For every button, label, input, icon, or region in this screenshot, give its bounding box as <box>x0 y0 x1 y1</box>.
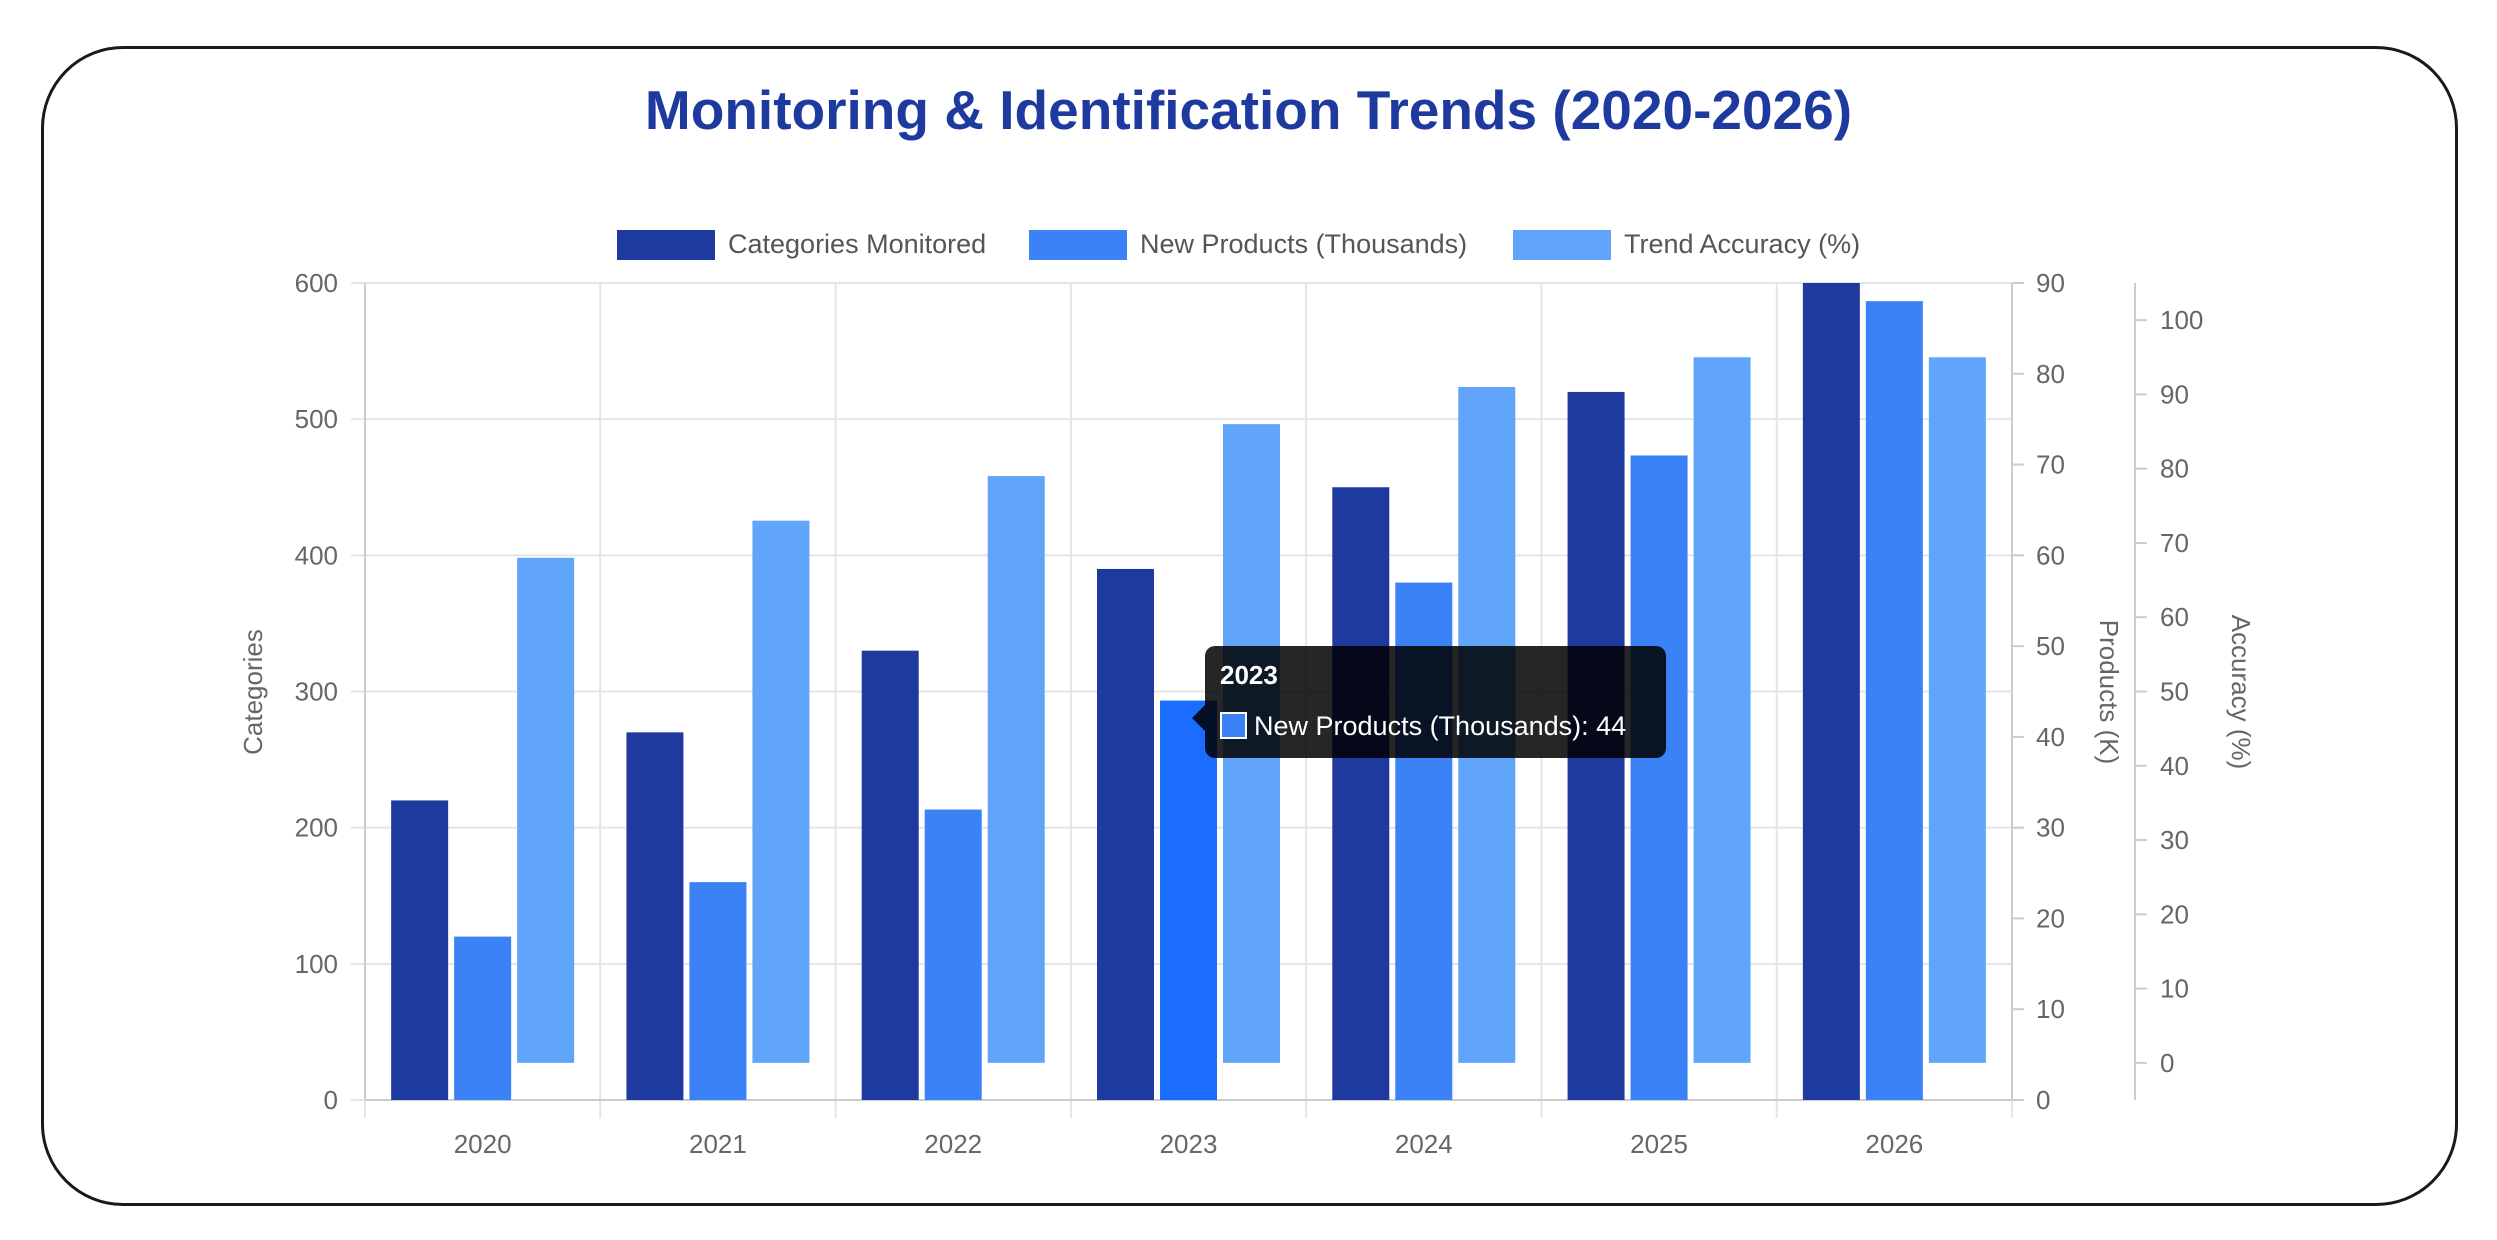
bar-categories-monitored-2023 <box>1097 568 1154 1100</box>
y-axis-title: Categories <box>238 629 268 755</box>
legend-swatch <box>617 230 715 260</box>
y-tick-label: 400 <box>295 540 338 570</box>
y-tick-label: 0 <box>324 1085 338 1115</box>
x-tick-label: 2023 <box>1160 1129 1218 1159</box>
bar-new-products-thousands-2020 <box>454 936 512 1100</box>
y1-tick-label: 40 <box>2036 722 2065 752</box>
y2-tick-label: 40 <box>2160 751 2189 781</box>
legend-label: Trend Accuracy (%) <box>1624 229 1860 259</box>
bar-new-products-thousands-2022 <box>924 809 982 1100</box>
y1-tick-label: 80 <box>2036 359 2065 389</box>
bar-trend-accuracy-2022 <box>987 476 1045 1063</box>
tooltip-box <box>1205 646 1666 758</box>
bar-categories-monitored-2026 <box>1802 283 1860 1100</box>
x-tick-label: 2026 <box>1865 1129 1923 1159</box>
y2-axis-title: Accuracy (%) <box>2226 615 2256 770</box>
bar-new-products-thousands-2025 <box>1630 455 1688 1100</box>
y2-tick-label: 10 <box>2160 974 2189 1004</box>
legend-swatch <box>1513 230 1611 260</box>
y1-tick-label: 90 <box>2036 268 2065 298</box>
x-tick-label: 2020 <box>454 1129 512 1159</box>
bar-trend-accuracy-2026 <box>1928 357 1986 1063</box>
bar-new-products-thousands-2026 <box>1865 301 1923 1101</box>
bar-categories-monitored-2024 <box>1332 487 1390 1100</box>
bar-new-products-thousands-2021 <box>689 882 747 1100</box>
y1-tick-label: 0 <box>2036 1085 2050 1115</box>
y1-tick-label: 30 <box>2036 813 2065 843</box>
y-tick-label: 200 <box>295 813 338 843</box>
x-tick-label: 2021 <box>689 1129 747 1159</box>
bar-trend-accuracy-2021 <box>752 520 810 1063</box>
bar-categories-monitored-2021 <box>626 732 684 1100</box>
y-tick-label: 600 <box>295 268 338 298</box>
tooltip-title: 2023 <box>1220 660 1278 690</box>
bar-categories-monitored-2022 <box>861 650 919 1100</box>
tooltip-text: New Products (Thousands): 44 <box>1254 711 1626 741</box>
y1-tick-label: 20 <box>2036 903 2065 933</box>
legend-label: Categories Monitored <box>728 229 986 259</box>
x-tick-label: 2025 <box>1630 1129 1688 1159</box>
y2-tick-label: 30 <box>2160 825 2189 855</box>
y2-tick-label: 100 <box>2160 305 2203 335</box>
tooltip-caret <box>1192 705 1205 731</box>
y1-tick-label: 50 <box>2036 631 2065 661</box>
y1-tick-label: 70 <box>2036 450 2065 480</box>
y1-axis-title: Products (K) <box>2094 620 2124 765</box>
bar-trend-accuracy-2020 <box>517 557 575 1063</box>
y-tick-label: 100 <box>295 949 338 979</box>
tooltip-swatch <box>1220 712 1247 739</box>
legend-swatch <box>1029 230 1127 260</box>
y2-tick-label: 60 <box>2160 602 2189 632</box>
bar-new-products-thousands-2023 <box>1160 700 1217 1100</box>
x-tick-label: 2024 <box>1395 1129 1453 1159</box>
y2-tick-label: 50 <box>2160 677 2189 707</box>
y2-tick-label: 20 <box>2160 899 2189 929</box>
y-tick-label: 500 <box>295 404 338 434</box>
chart-title: Monitoring & Identification Trends (2020… <box>644 79 1853 141</box>
bar-categories-monitored-2020 <box>391 800 449 1100</box>
bar-trend-accuracy-2025 <box>1693 357 1751 1063</box>
y2-tick-label: 70 <box>2160 528 2189 558</box>
y-tick-label: 300 <box>295 677 338 707</box>
y2-tick-label: 90 <box>2160 379 2189 409</box>
y1-tick-label: 10 <box>2036 994 2065 1024</box>
y2-tick-label: 0 <box>2160 1048 2174 1078</box>
y1-tick-label: 60 <box>2036 540 2065 570</box>
legend-label: New Products (Thousands) <box>1140 229 1467 259</box>
x-tick-label: 2022 <box>924 1129 982 1159</box>
y2-tick-label: 80 <box>2160 454 2189 484</box>
